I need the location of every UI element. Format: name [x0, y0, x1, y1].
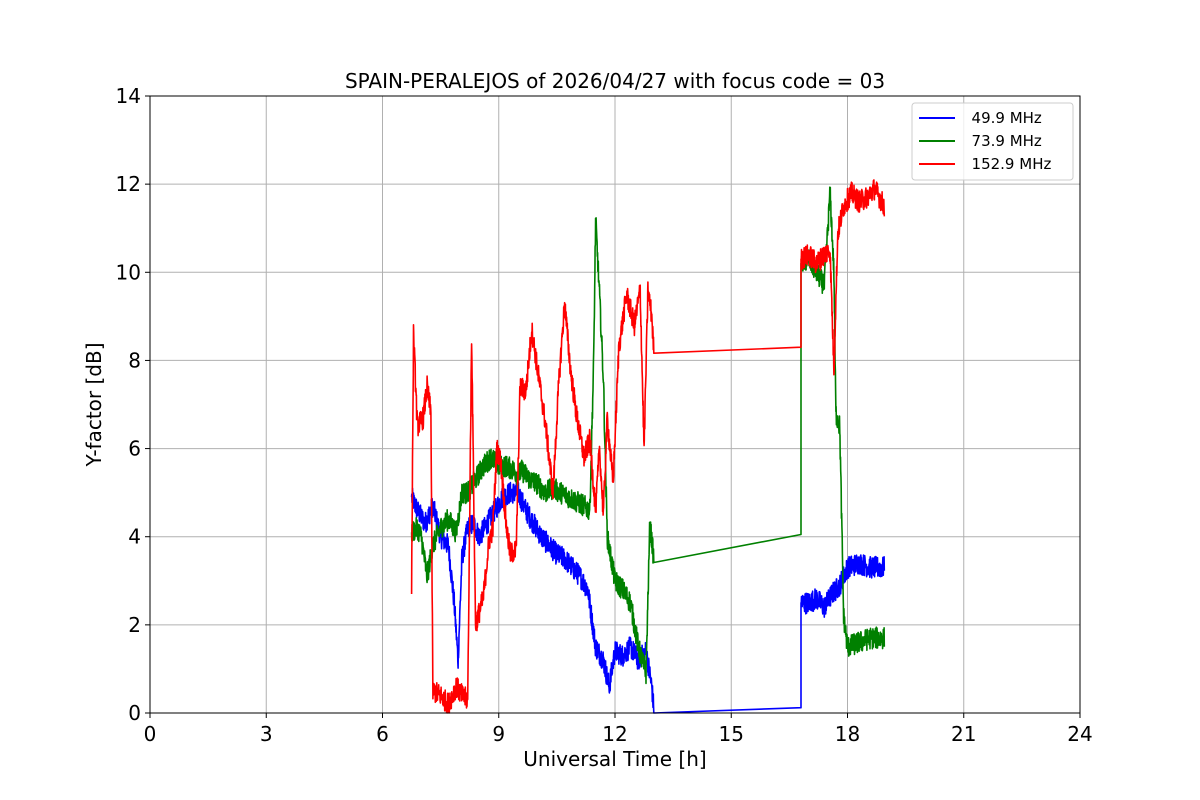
y-tick-label: 0	[128, 701, 141, 725]
legend-frame	[911, 102, 1074, 181]
x-tick-label: 21	[951, 722, 976, 746]
y-tick-label: 6	[128, 437, 141, 461]
y-tick-label: 10	[116, 260, 141, 284]
series-group	[410, 179, 886, 714]
y-tick-label: 4	[128, 525, 141, 549]
x-tick-label: 6	[376, 722, 389, 746]
x-tick-label: 15	[719, 722, 744, 746]
series-line	[410, 481, 886, 714]
series-line	[410, 179, 886, 714]
x-tick-label: 12	[602, 722, 627, 746]
x-tick-label: 0	[144, 722, 157, 746]
legend-label: 49.9 MHz	[962, 109, 1042, 127]
series-line	[410, 186, 886, 685]
x-tick-label: 24	[1067, 722, 1092, 746]
x-axis-label: Universal Time [h]	[523, 747, 706, 771]
y-tick-label: 14	[116, 84, 141, 108]
x-tick-label: 18	[835, 722, 860, 746]
y-tick-label: 12	[116, 172, 141, 196]
y-tick-label: 2	[128, 613, 141, 637]
x-tick-label: 9	[492, 722, 505, 746]
legend-label: 152.9 MHz	[962, 155, 1051, 173]
legend: 49.9 MHz 73.9 MHz 152.9 MHz	[911, 102, 1074, 181]
y-axis-label: Y-factor [dB]	[82, 342, 106, 467]
chart-title: SPAIN-PERALEJOS of 2026/04/27 with focus…	[345, 69, 885, 93]
legend-label: 73.9 MHz	[962, 132, 1042, 150]
x-tick-label: 3	[260, 722, 273, 746]
y-tick-label: 8	[128, 348, 141, 372]
